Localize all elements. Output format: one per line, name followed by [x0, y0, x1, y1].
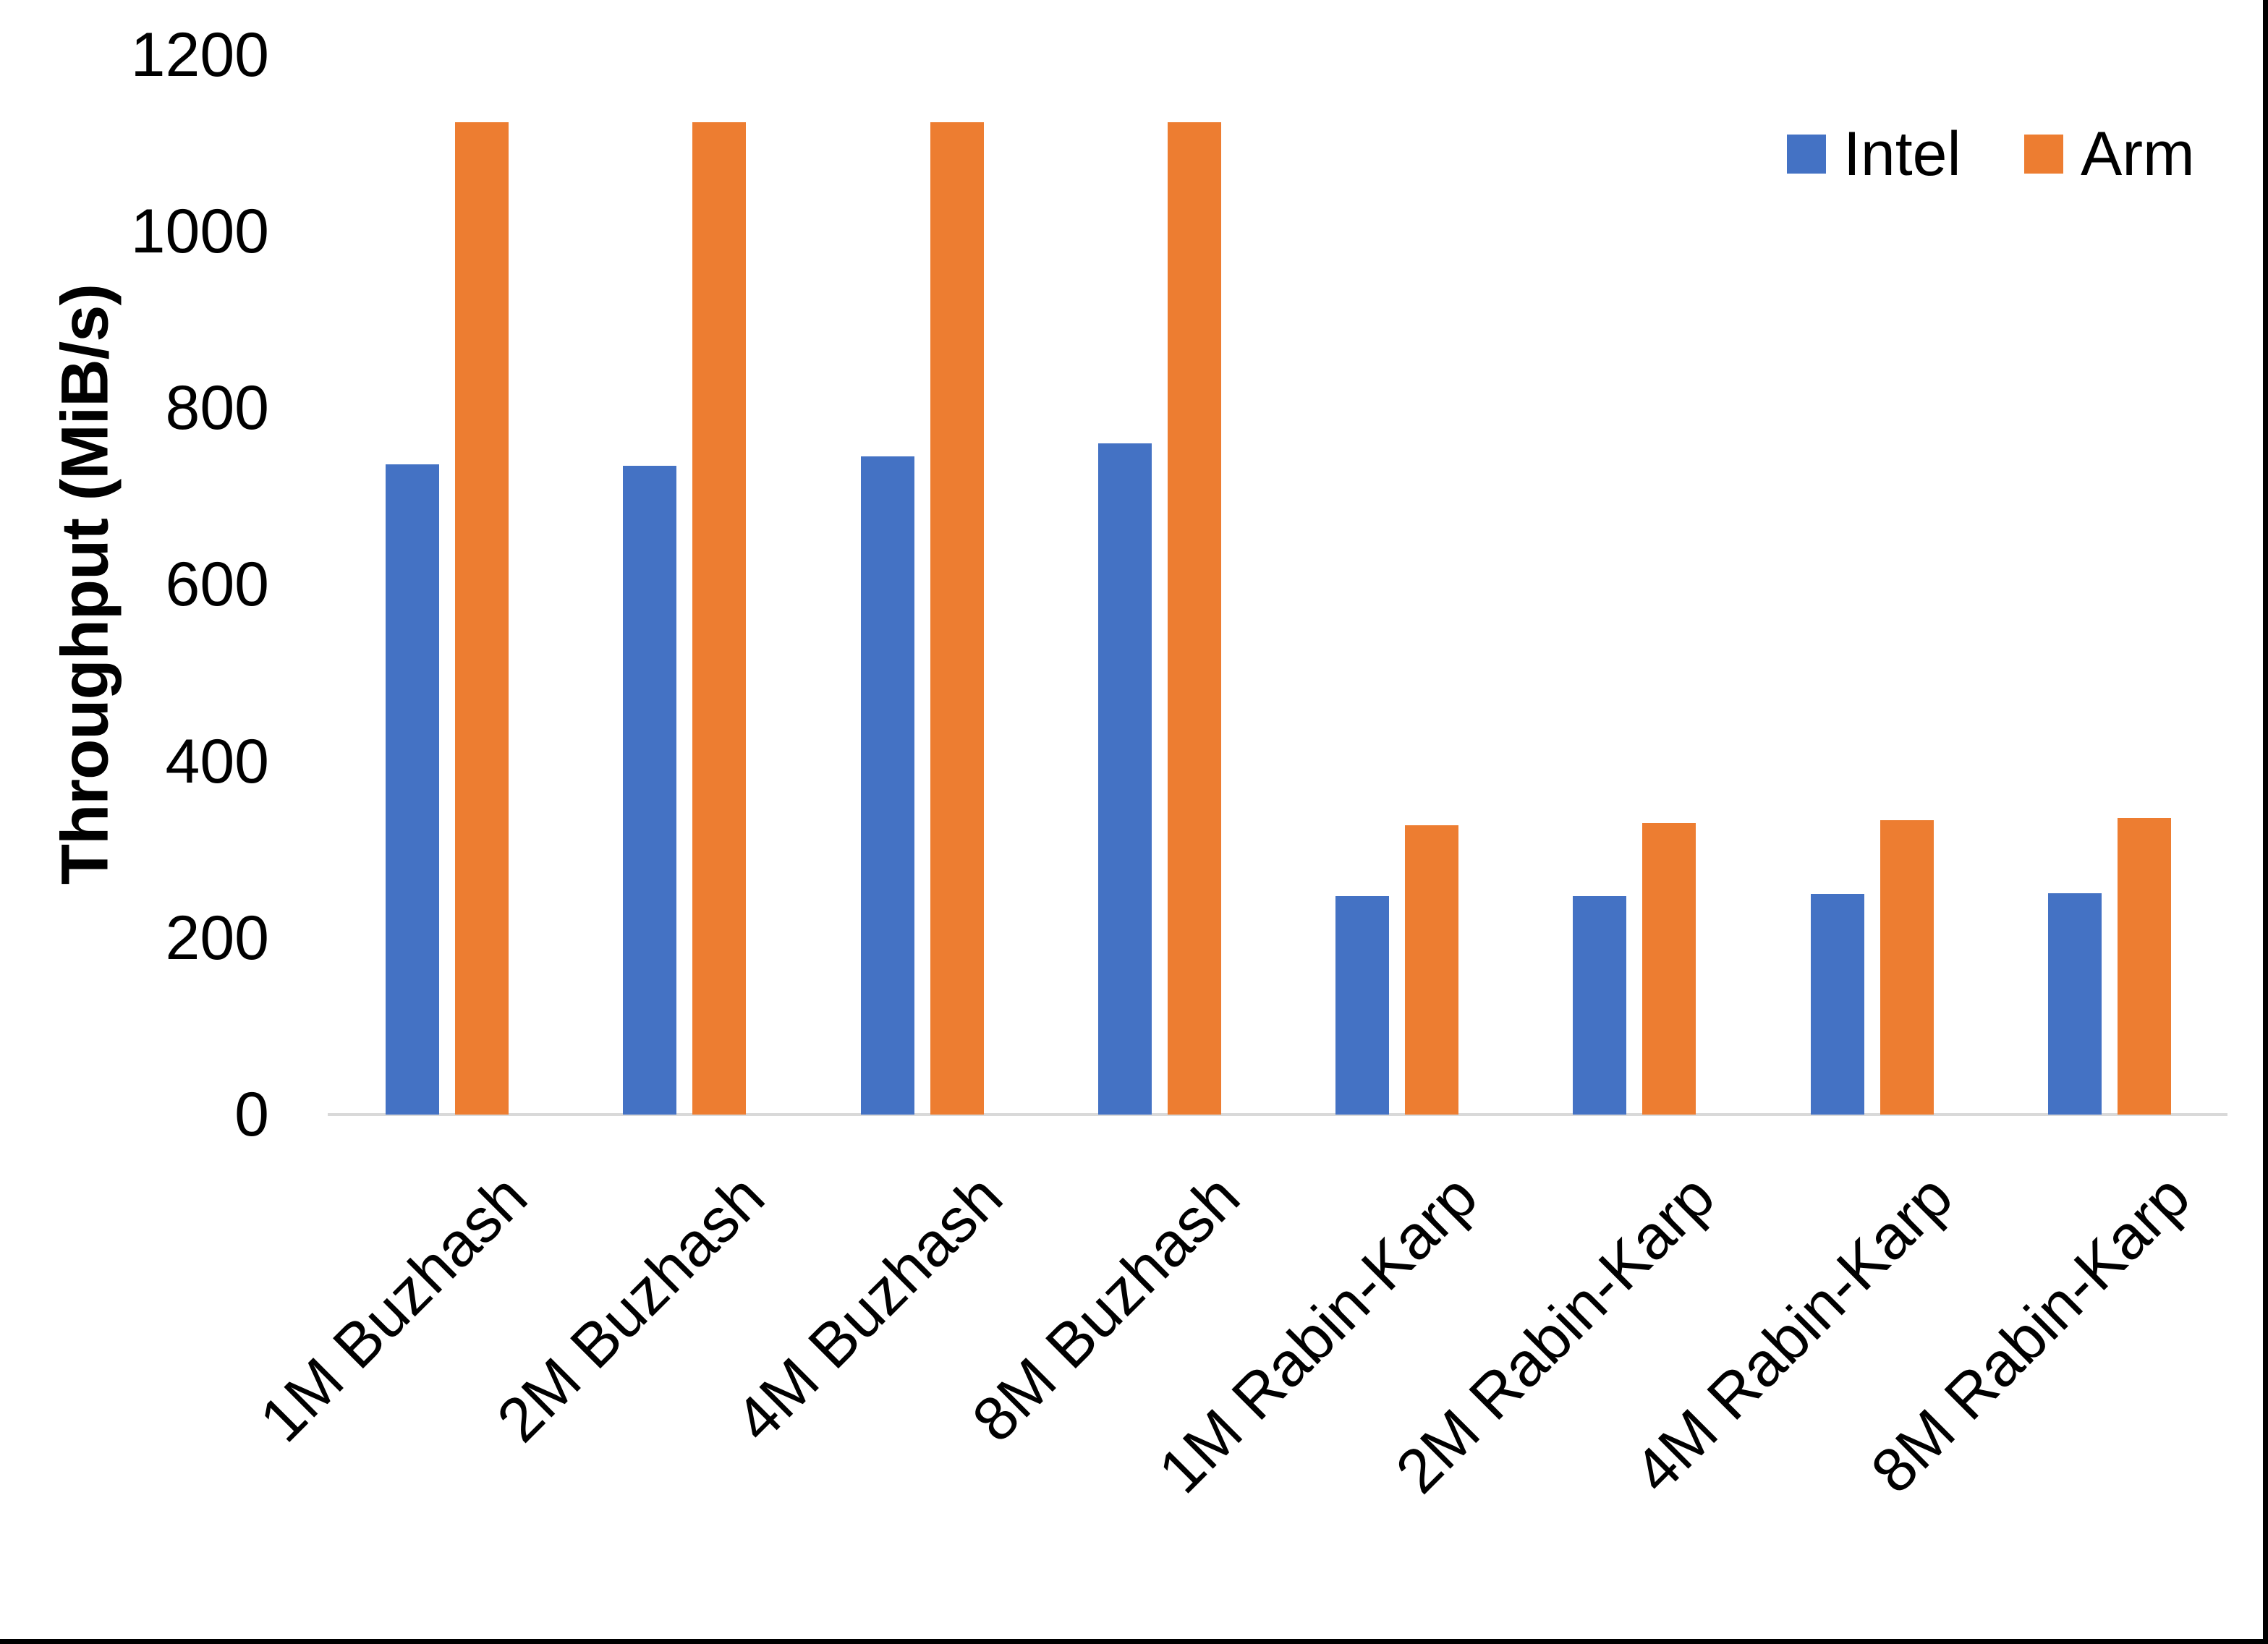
- bar-arm-4: [1405, 825, 1458, 1115]
- bar-intel-5: [1573, 896, 1626, 1115]
- y-tick-0: 0: [234, 1080, 269, 1149]
- legend-label-intel: Intel: [1843, 119, 1961, 189]
- bar-intel-7: [2048, 893, 2102, 1115]
- bar-arm-3: [1168, 122, 1221, 1115]
- bar-arm-1: [692, 122, 746, 1115]
- bar-intel-2: [861, 456, 914, 1115]
- bar-arm-2: [930, 122, 984, 1115]
- legend-swatch-intel: [1787, 135, 1826, 174]
- legend-swatch-arm: [2024, 135, 2063, 174]
- y-tick-800: 800: [165, 373, 270, 443]
- bar-intel-0: [386, 464, 439, 1115]
- window-border-bottom: [0, 1639, 2268, 1644]
- bar-intel-6: [1811, 894, 1864, 1115]
- y-tick-600: 600: [165, 550, 270, 619]
- window-border-right: [2263, 0, 2268, 1644]
- bar-arm-0: [455, 122, 509, 1115]
- bar-arm-5: [1642, 823, 1696, 1115]
- x-axis-line: [328, 1113, 2227, 1116]
- y-tick-1200: 1200: [130, 20, 269, 90]
- bar-intel-4: [1335, 896, 1389, 1115]
- y-tick-200: 200: [165, 903, 270, 973]
- bar-intel-3: [1098, 443, 1152, 1115]
- bar-intel-1: [623, 466, 676, 1115]
- y-tick-1000: 1000: [130, 197, 269, 266]
- bar-arm-7: [2118, 818, 2171, 1115]
- bar-arm-6: [1880, 820, 1934, 1115]
- y-tick-400: 400: [165, 727, 270, 796]
- legend-label-arm: Arm: [2081, 119, 2195, 189]
